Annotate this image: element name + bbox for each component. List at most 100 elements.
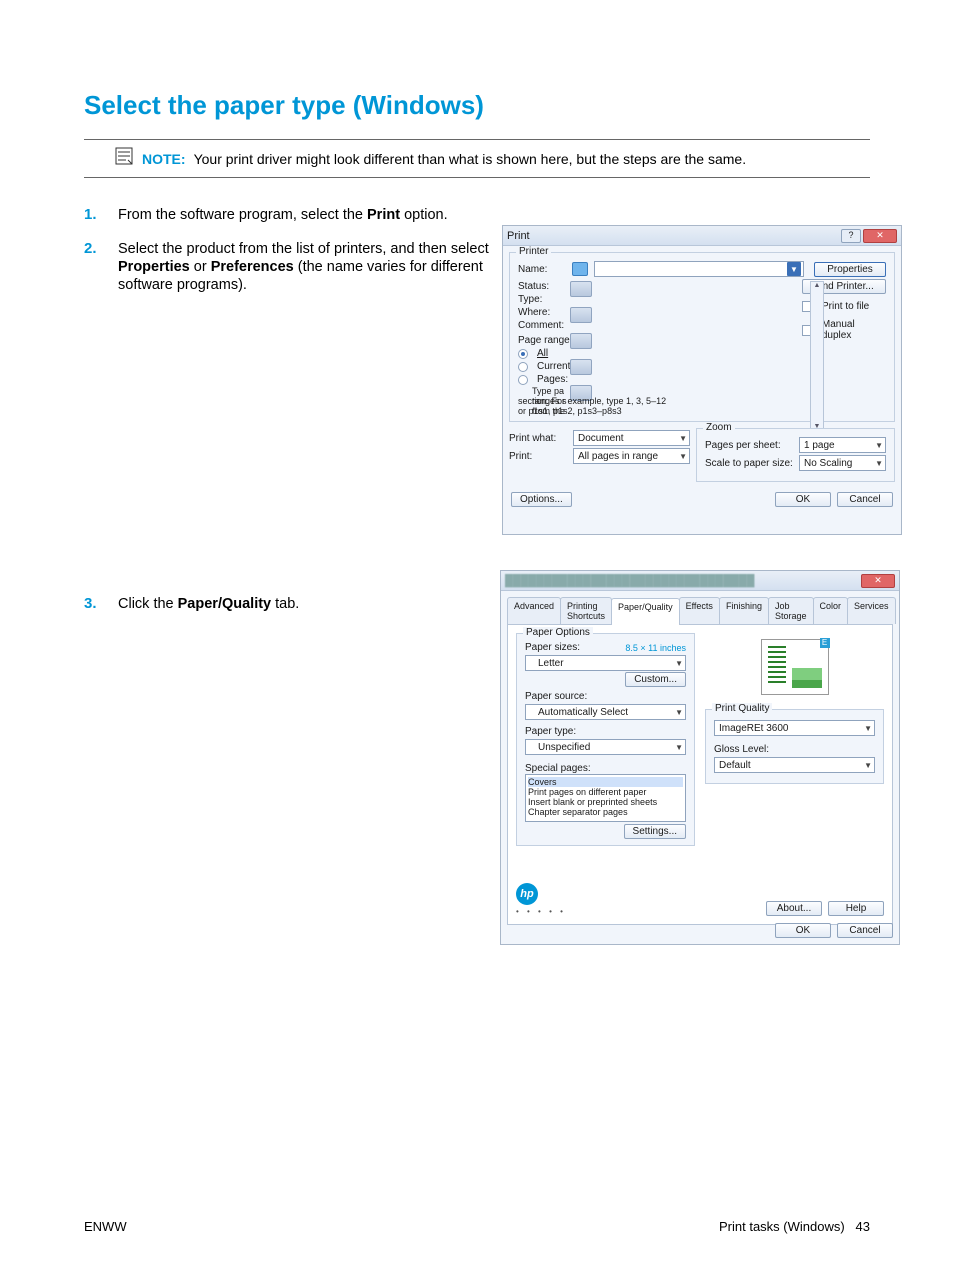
pps-value: 1 page	[804, 440, 835, 451]
all-label: All	[537, 348, 548, 359]
list-item[interactable]: Insert blank or preprinted sheets	[528, 797, 683, 807]
properties-dialog-screenshot: ████████████████████████████████ ✕ Advan…	[500, 570, 900, 945]
tab-finishing[interactable]: Finishing	[719, 597, 769, 624]
gloss-value: Default	[719, 760, 751, 771]
print-dialog-screenshot: Print ? ✕ Printer Name: ▼ Properties Sta…	[502, 225, 902, 535]
gloss-dropdown[interactable]: Default▼	[714, 757, 875, 773]
step-num: 3.	[84, 595, 118, 612]
pps-label: Pages per sheet:	[705, 440, 793, 451]
ok-button[interactable]: OK	[775, 492, 831, 507]
scale-label: Scale to paper size:	[705, 458, 793, 469]
paper-type-label: Paper type:	[525, 726, 686, 737]
all-radio[interactable]	[518, 349, 528, 359]
tabs: Advanced Printing Shortcuts Paper/Qualit…	[507, 597, 893, 625]
about-button[interactable]: About...	[766, 901, 822, 916]
print-label: Print:	[509, 451, 567, 462]
hp-logo-icon: hp	[516, 883, 538, 905]
ok-button[interactable]: OK	[775, 923, 831, 938]
bold: Properties	[118, 259, 190, 275]
print-what-label: Print what:	[509, 433, 567, 444]
manual-duplex-label: Manual duplex	[822, 319, 886, 341]
note-label: NOTE:	[142, 151, 186, 167]
tab-color[interactable]: Color	[813, 597, 849, 624]
paper-size-value: Letter	[530, 658, 564, 669]
note-icon	[114, 146, 134, 171]
paper-dim: 8.5 × 11 inches	[625, 643, 686, 653]
special-pages-list[interactable]: Covers Print pages on different paper In…	[525, 774, 686, 822]
special-pages-label: Special pages:	[525, 763, 686, 774]
window-title: ████████████████████████████████	[505, 575, 754, 587]
footer-section: Print tasks (Windows)	[719, 1219, 845, 1234]
paper-type-value: Unspecified	[530, 742, 590, 753]
step-num: 1.	[84, 206, 118, 223]
tab-body: Paper Options Paper sizes: 8.5 × 11 inch…	[507, 625, 893, 925]
bold: Paper/Quality	[178, 596, 271, 612]
bold: Print	[367, 207, 400, 223]
help-button[interactable]: ?	[841, 229, 861, 243]
scale-dropdown[interactable]: No Scaling▼	[799, 455, 886, 471]
print-quality-value: ImageREt 3600	[719, 723, 789, 734]
text: From the software program, select the	[118, 207, 367, 223]
pages-label: Pages:	[537, 374, 568, 385]
gloss-label: Gloss Level:	[714, 744, 875, 755]
note-block: NOTE: Your print driver might look diffe…	[84, 139, 870, 178]
print-quality-legend: Print Quality	[712, 703, 772, 714]
printer-list-icons	[570, 281, 592, 401]
tab-printing-shortcuts[interactable]: Printing Shortcuts	[560, 597, 612, 624]
current-radio[interactable]	[518, 362, 528, 372]
where-label: Where:	[518, 307, 566, 318]
settings-button[interactable]: Settings...	[624, 824, 686, 839]
window-title: Print	[507, 230, 530, 242]
cancel-button[interactable]: Cancel	[837, 923, 893, 938]
tab-paper-quality[interactable]: Paper/Quality	[611, 598, 680, 625]
close-button[interactable]: ✕	[861, 574, 895, 588]
help-button[interactable]: Help	[828, 901, 884, 916]
status-label: Status:	[518, 281, 566, 292]
tab-job-storage[interactable]: Job Storage	[768, 597, 814, 624]
list-item[interactable]: Covers	[528, 777, 683, 787]
list-item[interactable]: Print pages on different paper	[528, 787, 683, 797]
paper-type-dropdown[interactable]: Unspecified▼	[525, 739, 686, 755]
close-button[interactable]: ✕	[863, 229, 897, 243]
page-number: 43	[856, 1219, 870, 1234]
note-text: Your print driver might look different t…	[194, 151, 747, 167]
zoom-legend: Zoom	[703, 422, 735, 433]
properties-button[interactable]: Properties	[814, 262, 886, 277]
print-dropdown[interactable]: All pages in range▼	[573, 448, 690, 464]
step-1: 1. From the software program, select the…	[84, 206, 870, 224]
text: option.	[400, 207, 448, 223]
list-item[interactable]: Chapter separator pages	[528, 807, 683, 817]
printer-icon	[570, 307, 592, 323]
print-quality-dropdown[interactable]: ImageREt 3600▼	[714, 720, 875, 736]
paper-source-dropdown[interactable]: Automatically Select▼	[525, 704, 686, 720]
footer-left: ENWW	[84, 1219, 127, 1234]
hint: or p1s1, p1s2, p1s3–p8s3	[518, 407, 666, 417]
tab-services[interactable]: Services	[847, 597, 896, 624]
page-title: Select the paper type (Windows)	[84, 90, 870, 121]
dots: • • • • •	[516, 907, 566, 916]
pps-dropdown[interactable]: 1 page▼	[799, 437, 886, 453]
comment-label: Comment:	[518, 320, 566, 331]
current-label: Current	[537, 361, 570, 372]
paper-sizes-label: Paper sizes:	[525, 642, 580, 653]
tab-effects[interactable]: Effects	[679, 597, 720, 624]
text: Click the	[118, 596, 178, 612]
step-body: Click the Paper/Quality tab.	[118, 595, 299, 613]
print-what-dropdown[interactable]: Document▼	[573, 430, 690, 446]
custom-button[interactable]: Custom...	[625, 672, 686, 687]
paper-size-dropdown[interactable]: Letter▼	[525, 655, 686, 671]
page-preview-icon: E	[761, 639, 829, 695]
scale-value: No Scaling	[804, 458, 852, 469]
options-button[interactable]: Options...	[511, 492, 572, 507]
tab-advanced[interactable]: Advanced	[507, 597, 561, 624]
cancel-button[interactable]: Cancel	[837, 492, 893, 507]
print-value: All pages in range	[578, 451, 658, 462]
name-label: Name:	[518, 264, 566, 275]
printer-icon	[570, 359, 592, 375]
step-num: 2.	[84, 240, 118, 257]
text: tab.	[271, 596, 299, 612]
scrollbar[interactable]	[810, 281, 824, 431]
printer-name-dropdown[interactable]: ▼	[594, 261, 804, 277]
pages-radio[interactable]	[518, 375, 528, 385]
print-what-value: Document	[578, 433, 624, 444]
